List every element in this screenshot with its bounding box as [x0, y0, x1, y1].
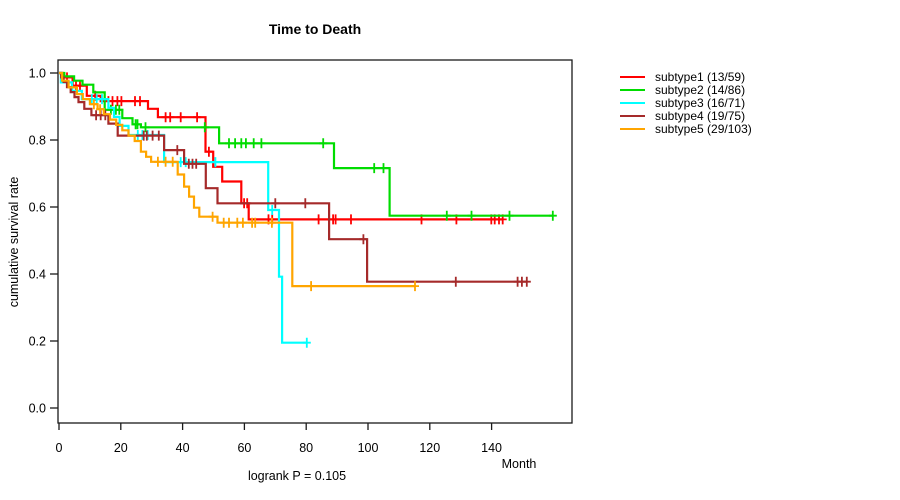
legend-line-swatch — [620, 115, 645, 118]
censor-marks-subtype5 — [89, 99, 419, 292]
legend-item: subtype5 (29/103) — [620, 123, 752, 136]
x-axis-tick-label: 80 — [299, 441, 313, 455]
survival-curve-subtype1 — [59, 71, 503, 221]
x-axis-tick-label: 60 — [237, 441, 251, 455]
legend-label: subtype1 (13/59) — [655, 70, 746, 85]
legend-line-swatch — [620, 76, 645, 79]
x-axis-tick-label: 120 — [419, 441, 440, 455]
legend-label: subtype4 (19/75) — [655, 109, 746, 124]
survival-curve-subtype5 — [59, 71, 415, 288]
legend-item: subtype3 (16/71) — [620, 97, 752, 110]
x-axis-tick-label: 0 — [56, 441, 63, 455]
plot-box — [57, 59, 573, 424]
legend-item: subtype2 (14/86) — [620, 84, 752, 97]
y-axis-tick-label: 1.0 — [29, 67, 46, 81]
y-axis-tick-label: 0.2 — [29, 335, 46, 349]
censor-marks-subtype3 — [87, 94, 311, 348]
y-axis-tick-label: 0.8 — [29, 134, 46, 148]
x-axis-label: Month — [501, 457, 537, 471]
censor-marks-subtype1 — [63, 72, 507, 225]
survival-curve-subtype3 — [59, 71, 307, 344]
x-axis-tick-label: 100 — [358, 441, 379, 455]
x-axis-tick-label: 140 — [481, 441, 502, 455]
legend-line-swatch — [620, 102, 645, 105]
legend-label: subtype3 (16/71) — [655, 96, 746, 111]
legend-line-swatch — [620, 128, 645, 130]
y-axis-tick-label: 0.4 — [29, 268, 46, 282]
censor-marks-subtype4 — [92, 110, 531, 287]
legend-label: subtype2 (14/86) — [655, 83, 746, 98]
y-axis-tick-label: 0.0 — [29, 402, 46, 416]
censor-marks-subtype2 — [106, 104, 557, 221]
y-axis-tick-label: 0.6 — [29, 201, 46, 215]
logrank-annotation: logrank P = 0.105 — [247, 469, 347, 483]
x-axis-tick-label: 20 — [114, 441, 128, 455]
legend: subtype1 (13/59) subtype2 (14/86) subtype3… — [620, 71, 752, 135]
legend-line-swatch — [620, 89, 645, 92]
chart-title: Time to Death — [268, 21, 362, 37]
legend-item: subtype4 (19/75) — [620, 110, 752, 123]
legend-label: subtype5 (29/103) — [655, 122, 752, 136]
x-axis-tick-label: 40 — [176, 441, 190, 455]
survival-curve-subtype2 — [59, 71, 553, 217]
legend-item: subtype1 (13/59) — [620, 71, 752, 84]
